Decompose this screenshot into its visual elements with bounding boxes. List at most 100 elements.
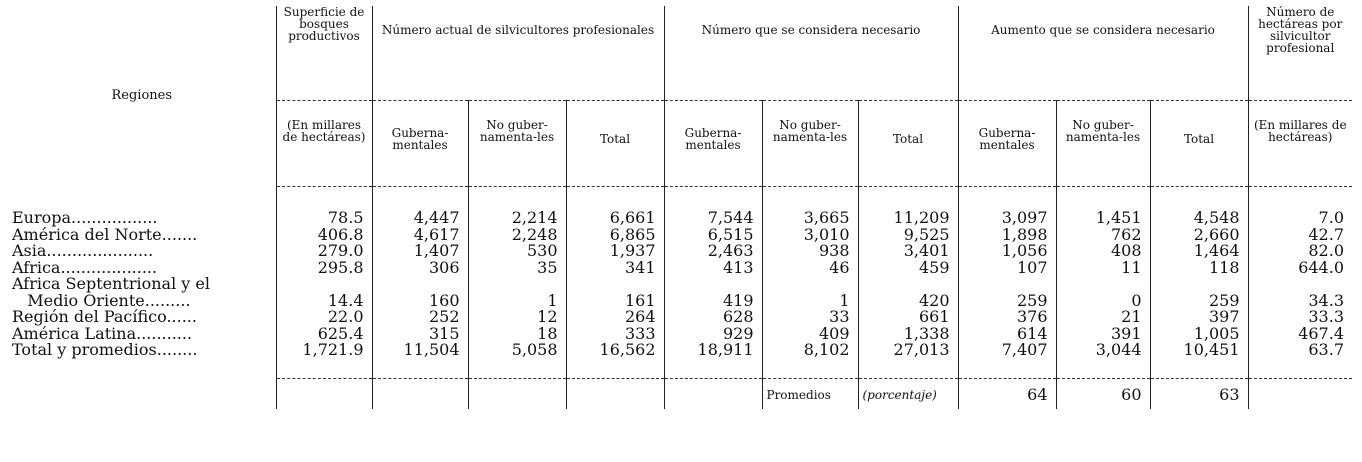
- cell-value: 34.3: [1247, 292, 1352, 309]
- increase-header: Aumento que se considera necesario: [957, 6, 1248, 101]
- cell-value: 413: [663, 259, 762, 276]
- cell-value: [957, 276, 1056, 293]
- cell-value: 18,911: [663, 341, 762, 359]
- cell-value: 82.0: [1247, 242, 1352, 260]
- cell-value: 63.7: [1247, 341, 1352, 359]
- cell-value: 6,515: [663, 226, 762, 243]
- cell-value: 1,056: [957, 242, 1056, 260]
- cell-value: 3,401: [857, 242, 958, 260]
- cell-value: 333: [565, 325, 664, 342]
- cell-value: 264: [565, 308, 664, 326]
- cell-value: 78.5: [275, 209, 372, 227]
- cell-value: 1,898: [957, 226, 1056, 243]
- cell-value: 644.0: [1247, 259, 1352, 276]
- cell-value: 1: [761, 292, 858, 309]
- cell-value: [1247, 276, 1352, 293]
- cell-value: 4,617: [371, 226, 468, 243]
- table-row: América del Norte....... 406.8 4,617 2,248 6…: [8, 226, 1352, 243]
- cell-value: 10,451: [1149, 341, 1248, 359]
- cell-value: 419: [663, 292, 762, 309]
- cell-value: 408: [1055, 242, 1150, 260]
- cell-value: 6,865: [565, 226, 664, 243]
- cell-value: 35: [467, 259, 566, 276]
- area-header: Superficie de bosques productivos: [275, 6, 372, 101]
- cell-value: [275, 276, 372, 293]
- cell-value: 397: [1149, 308, 1248, 326]
- cell-value: 11,209: [857, 209, 958, 227]
- cell-value: 628: [663, 308, 762, 326]
- cell-value: 420: [857, 292, 958, 309]
- cell-value: 3,044: [1055, 341, 1150, 359]
- per-unit: (En millares de hectáreas): [1247, 100, 1352, 187]
- cell-value: 46: [761, 259, 858, 276]
- table-row: Medio Oriente......... 14.4 160 1 161 419 1 420…: [8, 292, 1352, 309]
- cell-value: 2,463: [663, 242, 762, 260]
- cell-value: 306: [371, 259, 468, 276]
- cell-value: [565, 276, 664, 293]
- cell-value: 1,721.9: [275, 341, 372, 359]
- region-name: Africa Septentrional y el: [12, 276, 211, 293]
- cell-value: 161: [565, 292, 664, 309]
- regions-header: Regiones: [111, 88, 173, 103]
- needed-total: Total: [857, 100, 958, 187]
- cell-value: 107: [957, 259, 1056, 276]
- table-row: Africa Septentrional y el: [8, 276, 1352, 293]
- cell-value: 1,338: [857, 325, 958, 342]
- cell-value: 16,562: [565, 341, 664, 359]
- per-header: Número de hectáreas por silvicultor prof…: [1247, 6, 1352, 101]
- cell-value: 9,525: [857, 226, 958, 243]
- cell-value: 7.0: [1247, 209, 1352, 227]
- cell-value: 409: [761, 325, 858, 342]
- cell-value: 1,407: [371, 242, 468, 260]
- cell-value: 376: [957, 308, 1056, 326]
- cell-value: 11,504: [371, 341, 468, 359]
- cell-value: 5,058: [467, 341, 566, 359]
- cell-value: 459: [857, 259, 958, 276]
- cell-value: 406.8: [275, 226, 372, 243]
- cell-value: 14.4: [275, 292, 372, 309]
- cell-value: 6,661: [565, 209, 664, 227]
- cell-value: 259: [1149, 292, 1248, 309]
- region-name: Región del Pacífico......: [12, 309, 197, 326]
- area-unit: (En millares de hectáreas): [275, 100, 372, 187]
- cell-value: 12: [467, 308, 566, 326]
- table-row: Total y promedios........ 1,721.9 11,504 5,…: [8, 341, 1352, 359]
- cell-value: 3,097: [957, 209, 1056, 227]
- cell-value: 2,248: [467, 226, 566, 243]
- averages-unit: (porcentaje): [857, 378, 958, 409]
- cell-value: [467, 276, 566, 293]
- cell-value: [663, 276, 762, 293]
- cell-value: 762: [1055, 226, 1150, 243]
- cell-value: 259: [957, 292, 1056, 309]
- cell-value: 341: [565, 259, 664, 276]
- cell-value: 252: [371, 308, 468, 326]
- current-nongov: No guber-namenta-les: [467, 100, 566, 187]
- region-name: Africa...................: [12, 259, 158, 276]
- region-name: Asia.....................: [12, 243, 154, 260]
- averages-label: Promedios: [761, 378, 858, 409]
- table-row: Europa................. 78.5 4,447 2,214 6,6…: [8, 209, 1352, 227]
- needed-nongov: No guber-namenta-les: [761, 100, 858, 187]
- region-name: América del Norte.......: [12, 226, 198, 243]
- cell-value: 1,451: [1055, 209, 1150, 227]
- region-name: Medio Oriente.........: [12, 292, 191, 309]
- region-name: Total y promedios........: [12, 342, 198, 359]
- cell-value: 21: [1055, 308, 1150, 326]
- needed-header: Número que se considera necesario: [663, 6, 958, 101]
- cell-value: 18: [467, 325, 566, 342]
- table-row: Región del Pacífico...... 22.0 252 12 264 628…: [8, 308, 1352, 326]
- cell-value: 0: [1055, 292, 1150, 309]
- cell-value: 1,937: [565, 242, 664, 260]
- cell-value: 11: [1055, 259, 1150, 276]
- cell-value: 625.4: [275, 325, 372, 342]
- cell-value: 929: [663, 325, 762, 342]
- cell-value: 7,544: [663, 209, 762, 227]
- table-row: Africa................... 295.8 306 35 341 41…: [8, 259, 1352, 276]
- average-nongov: 60: [1055, 378, 1150, 409]
- cell-value: 391: [1055, 325, 1150, 342]
- cell-value: 661: [857, 308, 958, 326]
- cell-value: 1,464: [1149, 242, 1248, 260]
- average-total: 63: [1149, 378, 1248, 409]
- current-gov: Guberna-mentales: [371, 100, 468, 187]
- cell-value: 315: [371, 325, 468, 342]
